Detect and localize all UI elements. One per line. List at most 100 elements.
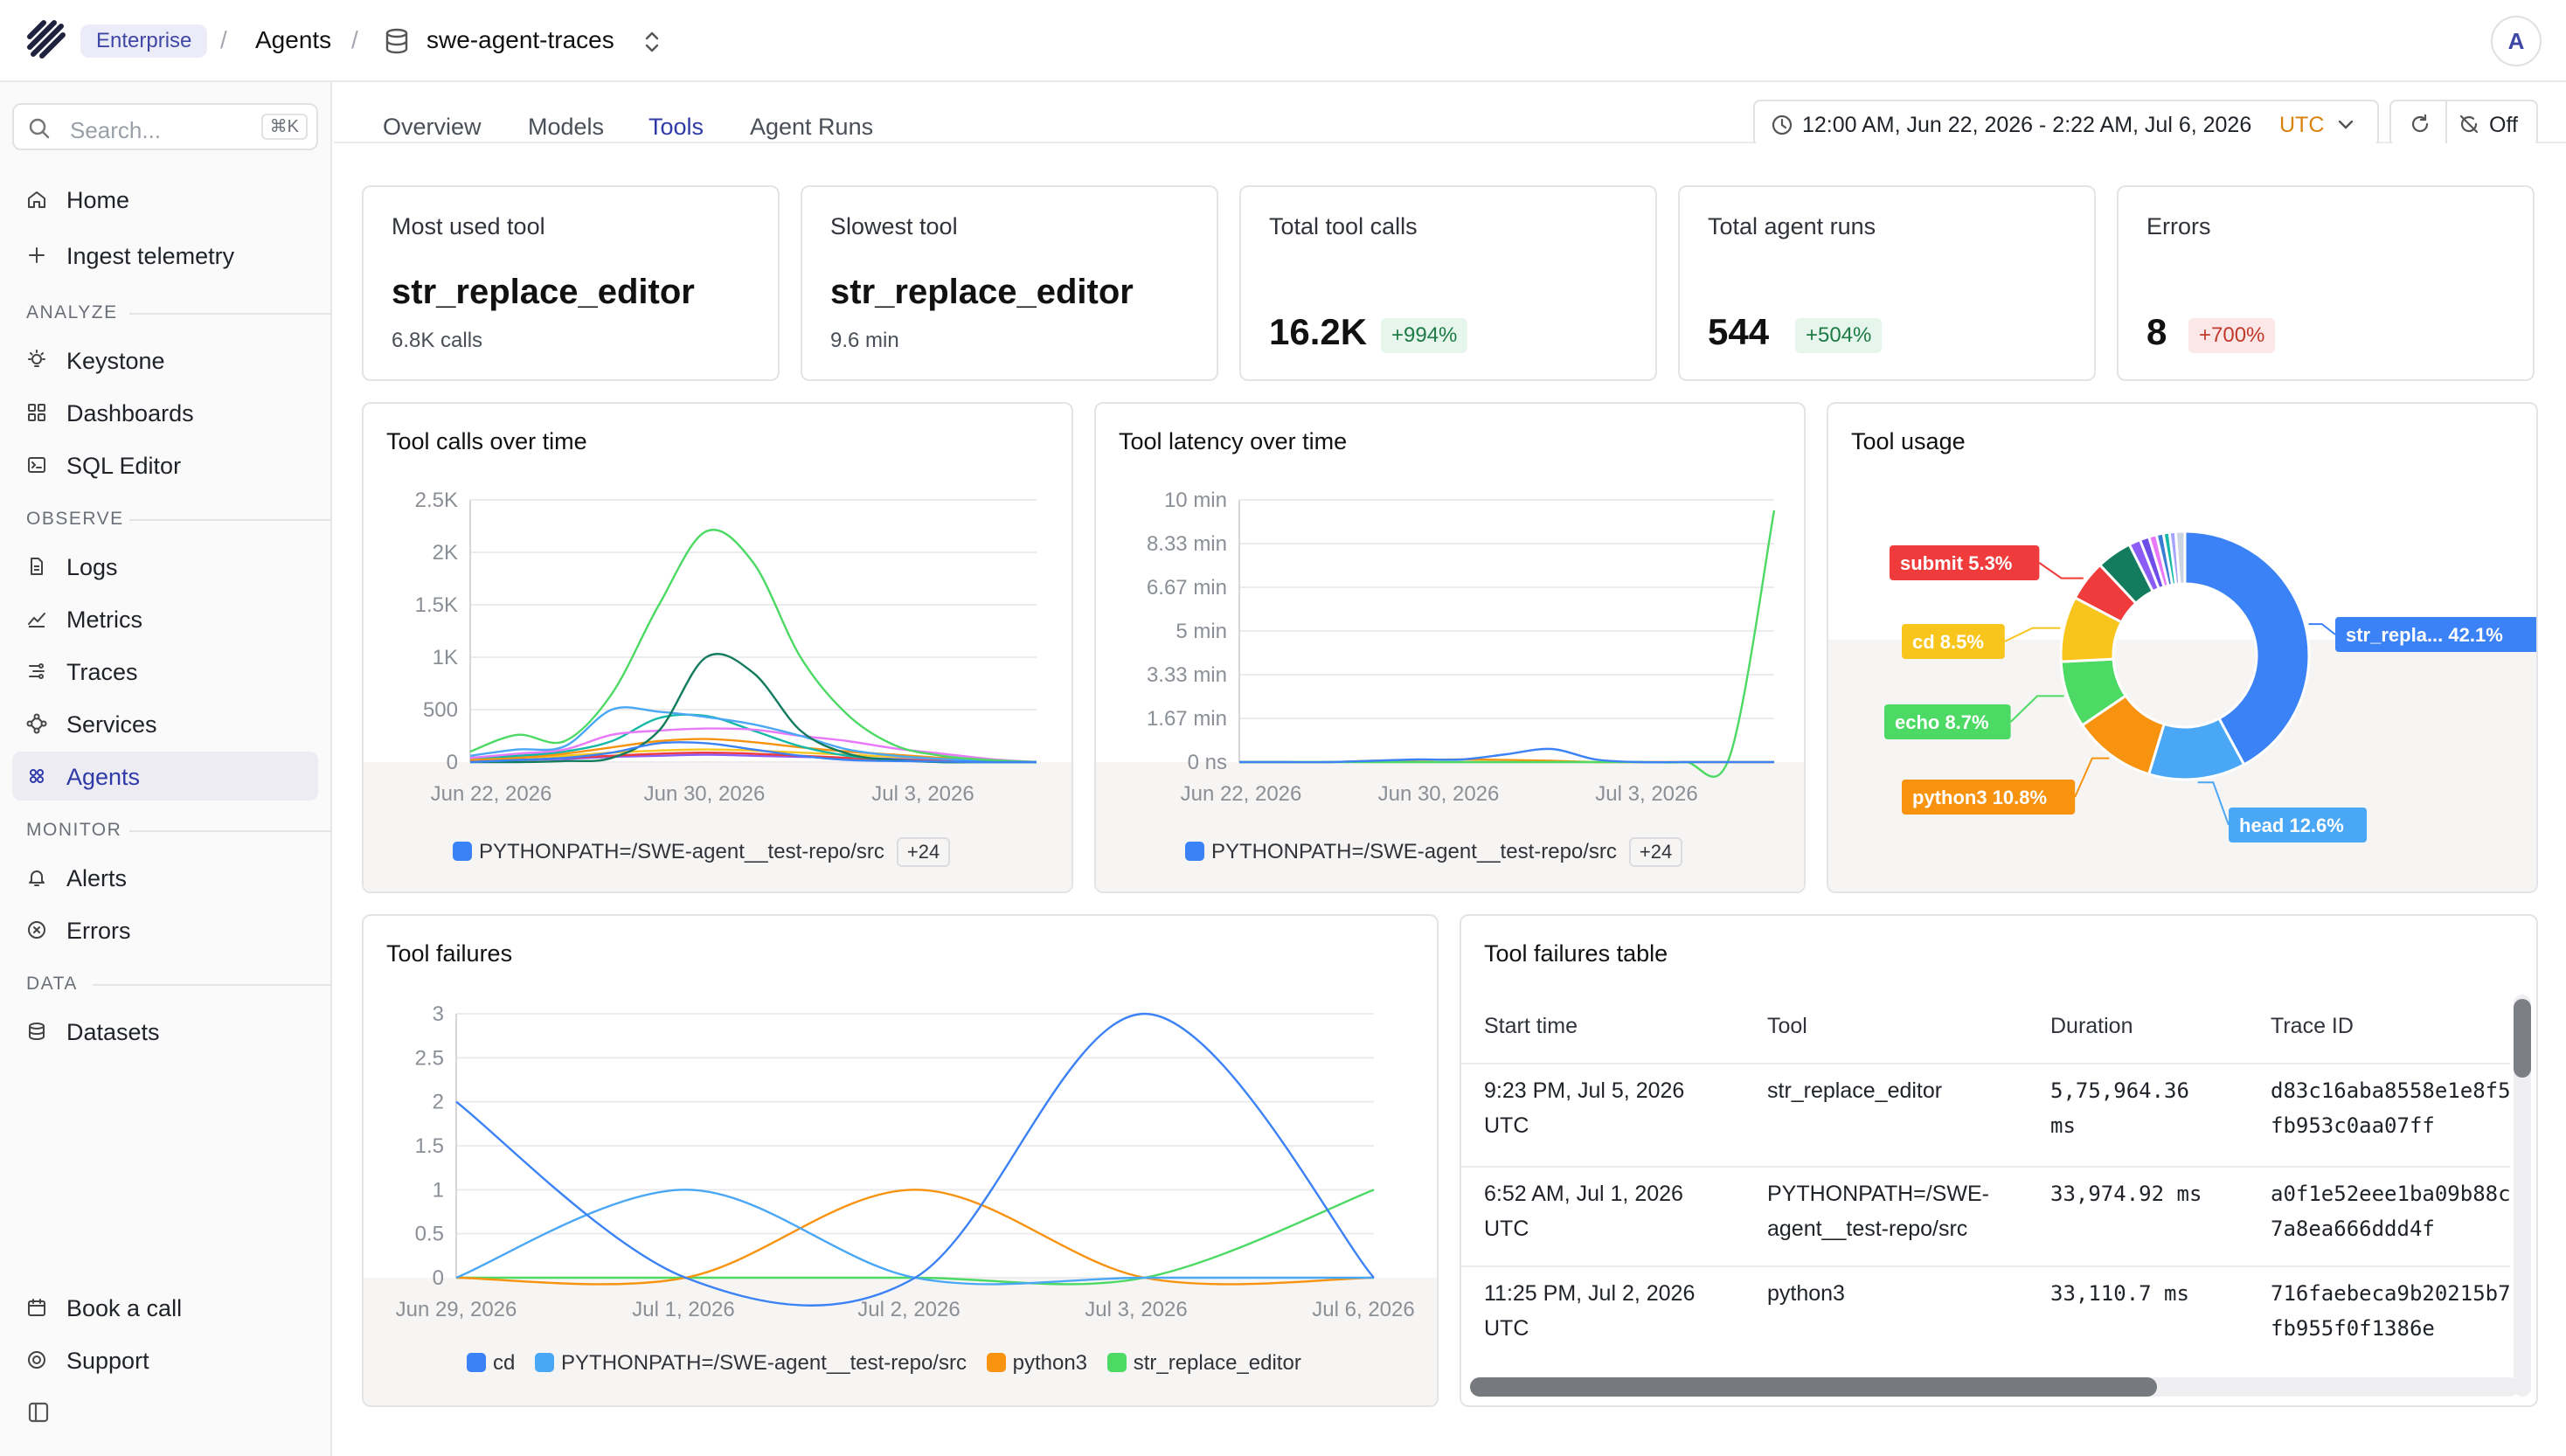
tab-overview[interactable]: Overview	[383, 114, 482, 140]
chart-footer-band	[364, 1278, 1437, 1405]
cell-line: fb953c0aa07ff	[2271, 1113, 2435, 1138]
sidebar-item-home[interactable]: Home	[12, 175, 318, 224]
chart-legend: PYTHONPATH=/SWE-agent__test-repo/src +24	[1185, 837, 1683, 867]
sidebar-item-errors[interactable]: Errors	[12, 905, 318, 954]
tab-tools[interactable]: Tools	[648, 114, 704, 140]
plus-icon	[26, 245, 47, 266]
document-icon	[26, 556, 47, 577]
sidebar-item-label: Keystone	[66, 348, 165, 374]
table-row[interactable]: 11:25 PM, Jul 2, 2026 UTC python3 33,110.7 …	[1461, 1265, 2511, 1369]
sidebar-item-label: SQL Editor	[66, 453, 182, 479]
legend-label[interactable]: PYTHONPATH=/SWE-agent__test-repo/src	[1211, 840, 1617, 863]
column-header-start-time[interactable]: Start time	[1484, 1014, 1578, 1038]
chevron-up-down-icon[interactable]	[642, 29, 662, 55]
table-row[interactable]: 9:23 PM, Jul 5, 2026 UTC str_replace_edito…	[1461, 1063, 2511, 1166]
sidebar-item-keystone[interactable]: Keystone	[12, 336, 318, 385]
plan-badge: Enterprise	[80, 24, 208, 58]
refresh-icon[interactable]	[2409, 113, 2431, 135]
sidebar-item-label: Traces	[66, 659, 138, 685]
chart-legend: cd PYTHONPATH=/SWE-agent__test-repo/src …	[467, 1351, 1315, 1376]
horizontal-scrollbar-thumb[interactable]	[1470, 1377, 2157, 1397]
cell-line: 11:25 PM, Jul 2, 2026	[1484, 1281, 1696, 1306]
stat-value: str_replace_editor	[830, 273, 1134, 311]
cell-line: agent__test-repo/src	[1767, 1217, 1968, 1241]
sidebar-item-sql-editor[interactable]: SQL Editor	[12, 440, 318, 489]
time-range-picker[interactable]: 12:00 AM, Jun 22, 2026 - 2:22 AM, Jul 6,…	[1753, 100, 2379, 147]
refresh-controls: Off	[2389, 100, 2538, 147]
label-connector	[2038, 562, 2084, 579]
series-line	[469, 529, 1037, 764]
legend-label[interactable]: PYTHONPATH=/SWE-agent__test-repo/src	[479, 840, 884, 863]
y-tick-label: 6.67 min	[1147, 576, 1227, 600]
y-tick-label: 10 min	[1164, 489, 1227, 512]
search-input[interactable]: Search... ⌘K	[12, 103, 318, 150]
legend-more-button[interactable]: +24	[896, 837, 951, 867]
column-header-tool[interactable]: Tool	[1767, 1014, 1807, 1038]
calendar-icon	[26, 1297, 47, 1318]
user-avatar[interactable]: A	[2491, 16, 2542, 66]
stat-card-slowest: Slowest tool str_replace_editor 9.6 min	[801, 185, 1218, 381]
x-tick-label: Jun 30, 2026	[644, 782, 766, 806]
table-row[interactable]: 6:52 AM, Jul 1, 2026 UTC PYTHONPATH=/SWE-a…	[1461, 1166, 2511, 1269]
breadcrumb-agents[interactable]: Agents	[255, 26, 332, 53]
sidebar-item-alerts[interactable]: Alerts	[12, 853, 318, 902]
sidebar-item-traces[interactable]: Traces	[12, 647, 318, 696]
chart-legend: PYTHONPATH=/SWE-agent__test-repo/src +24	[453, 837, 951, 867]
tab-agent-runs[interactable]: Agent Runs	[750, 114, 874, 140]
table-cell-duration: 33,974.92 ms	[2050, 1176, 2202, 1211]
column-header-trace-id[interactable]: Trace ID	[2271, 1014, 2354, 1038]
y-tick-label: 0	[433, 1266, 444, 1290]
slice-label: head 12.6%	[2239, 815, 2344, 836]
cell-line: 5,75,964.36	[2050, 1078, 2189, 1103]
y-tick-label: 1K	[433, 646, 458, 669]
sidebar-item-services[interactable]: Services	[12, 699, 318, 748]
cell-line: UTC	[1484, 1316, 1529, 1341]
cell-line: 716faebeca9b20215b7	[2271, 1281, 2511, 1306]
table-cell-tool: PYTHONPATH=/SWE-agent__test-repo/src	[1767, 1176, 1989, 1246]
legend-item-str-replace-editor[interactable]: str_replace_editor	[1106, 1351, 1301, 1376]
donut-slice	[2174, 530, 2187, 586]
stat-value: str_replace_editor	[392, 273, 695, 311]
legend-more-button[interactable]: +24	[1628, 837, 1683, 867]
tool-latency-chart: 0 ns 1.67 min 3.33 min 5 min 6.67 min 8.33 mi…	[1096, 489, 1804, 891]
y-tick-label: 1.5K	[415, 593, 458, 617]
auto-refresh-toggle[interactable]: Off	[2489, 113, 2518, 137]
sidebar-item-support[interactable]: Support	[12, 1335, 318, 1384]
table-cell-duration: 33,110.7 ms	[2050, 1276, 2189, 1311]
sidebar-item-datasets[interactable]: Datasets	[12, 1007, 318, 1056]
slice-label: cd 8.5%	[1912, 631, 1984, 653]
y-tick-label: 500	[423, 698, 458, 722]
sidebar-item-book-a-call[interactable]: Book a call	[12, 1283, 318, 1332]
column-header-duration[interactable]: Duration	[2050, 1014, 2133, 1038]
sidebar-item-agents[interactable]: Agents	[12, 752, 318, 801]
tool-failures-chart: 0 0.5 1 1.5 2 2.5 3 Jun 29, 2026 Jul 1, 2026 Jul …	[364, 1002, 1437, 1405]
chart-line-icon	[26, 608, 47, 629]
vertical-scrollbar-thumb[interactable]	[2514, 999, 2531, 1078]
cell-line: PYTHONPATH=/SWE-	[1767, 1182, 1989, 1206]
sidebar-collapse-icon[interactable]	[28, 1402, 49, 1423]
y-tick-label: 1	[433, 1178, 444, 1202]
app-logo-icon[interactable]	[26, 19, 66, 59]
agents-icon	[26, 766, 47, 787]
legend-swatch	[1185, 842, 1204, 861]
search-icon	[28, 117, 51, 140]
sidebar-item-dashboards[interactable]: Dashboards	[12, 388, 318, 437]
legend-item-python3[interactable]: python3	[986, 1351, 1087, 1376]
legend-item-cd[interactable]: cd	[467, 1351, 515, 1376]
y-tick-label: 1.67 min	[1147, 707, 1227, 731]
stat-title: Total agent runs	[1708, 213, 1876, 239]
slice-label-box	[2335, 617, 2536, 652]
y-tick-label: 2.5K	[415, 489, 458, 512]
stat-title: Slowest tool	[830, 213, 958, 239]
dashboard-content: Most used tool str_replace_editor 6.8K c…	[334, 143, 2566, 1456]
table-cell-start: 6:52 AM, Jul 1, 2026 UTC	[1484, 1176, 1683, 1246]
breadcrumb-project[interactable]: swe-agent-traces	[427, 26, 614, 53]
section-divider	[129, 830, 332, 832]
legend-item-pythonpath[interactable]: PYTHONPATH=/SWE-agent__test-repo/src	[535, 1351, 967, 1376]
sidebar-item-metrics[interactable]: Metrics	[12, 594, 318, 643]
sidebar-item-ingest-telemetry[interactable]: Ingest telemetry	[12, 231, 318, 280]
x-tick-label: Jun 22, 2026	[1181, 782, 1302, 806]
tab-models[interactable]: Models	[528, 114, 605, 140]
sidebar-section-title: OBSERVE	[26, 509, 124, 529]
sidebar-item-logs[interactable]: Logs	[12, 542, 318, 591]
